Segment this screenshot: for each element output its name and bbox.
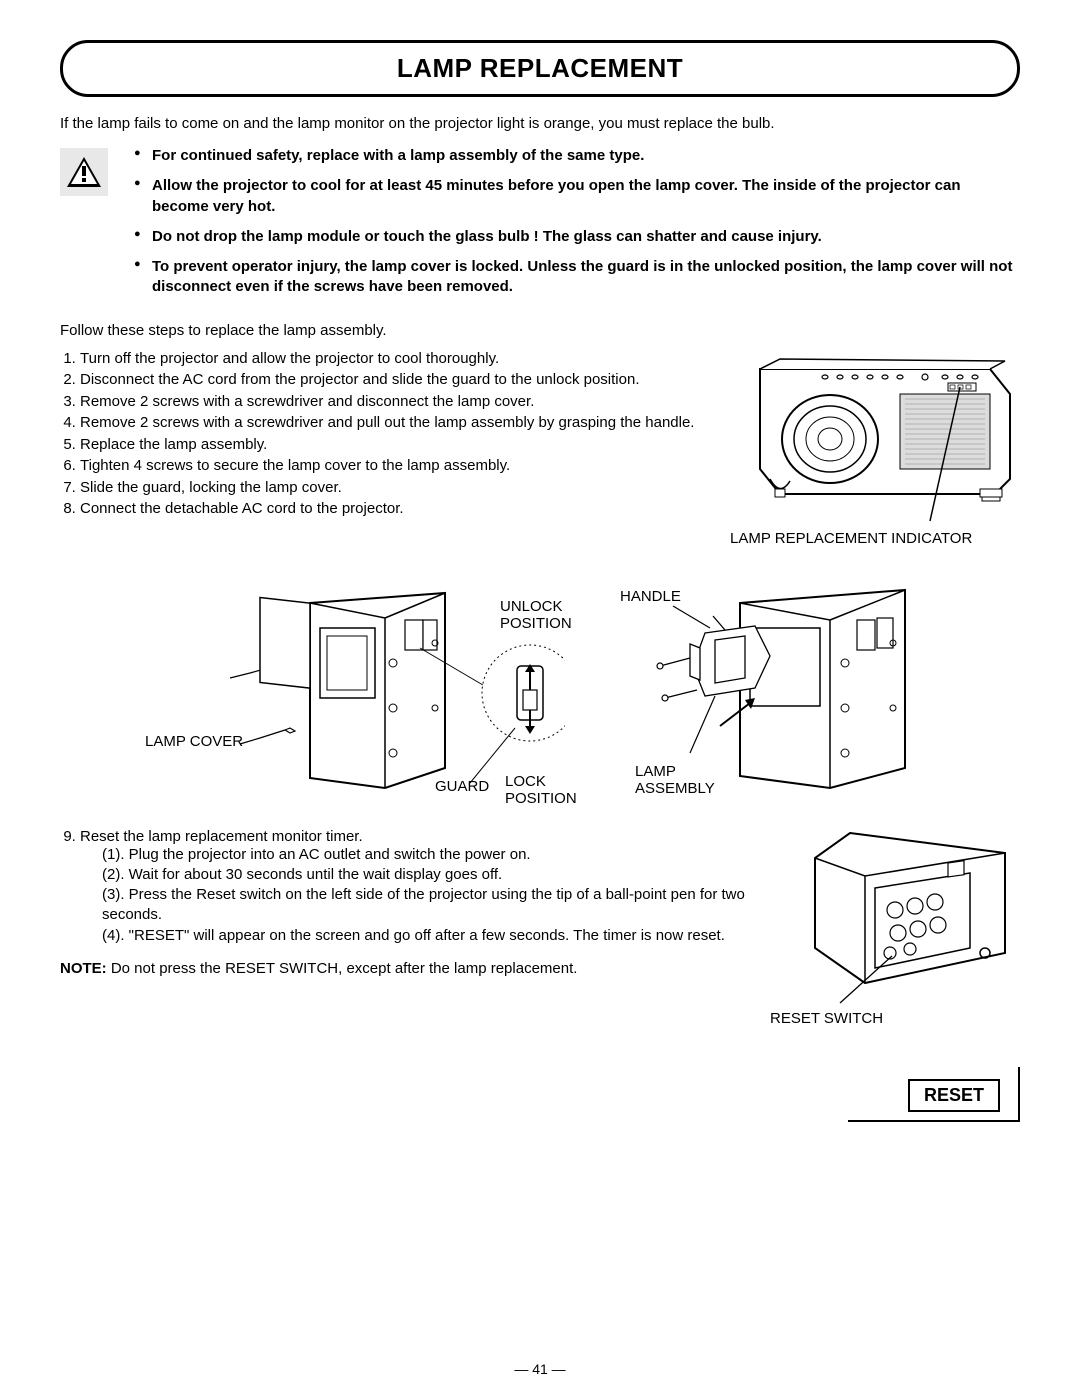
step-item: Turn off the projector and allow the pro… (80, 349, 710, 369)
warning-list: For continued safety, replace with a lam… (134, 146, 1020, 308)
label-lock: LOCK POSITION (505, 773, 595, 807)
step-item: Remove 2 screws with a screwdriver and p… (80, 413, 710, 433)
reset-button-label: RESET (908, 1079, 1000, 1112)
step-item: Disconnect the AC cord from the projecto… (80, 370, 710, 390)
step9-text: Reset the lamp replacement monitor timer… (60, 828, 770, 977)
step-item: Replace the lamp assembly. (80, 435, 710, 455)
warning-item: Do not drop the lamp module or touch the… (134, 227, 1020, 247)
note-label: NOTE: (60, 960, 107, 977)
note: NOTE: Do not press the RESET SWITCH, exc… (60, 960, 770, 977)
warning-item: Allow the projector to cool for at least… (134, 176, 1020, 217)
warning-section: For continued safety, replace with a lam… (60, 146, 1020, 308)
follow-steps-text: Follow these steps to replace the lamp a… (60, 322, 1020, 339)
step9-row: Reset the lamp replacement monitor timer… (60, 818, 1020, 1027)
step-item: Connect the detachable AC cord to the pr… (80, 499, 710, 519)
warning-item: For continued safety, replace with a lam… (134, 146, 1020, 166)
diagram-row: LAMP COVER GUARD UNLOCK POSITION LOCK PO… (60, 578, 1020, 808)
intro-text: If the lamp fails to come on and the lam… (60, 115, 1020, 132)
figure-caption: LAMP REPLACEMENT INDICATOR (730, 530, 1020, 548)
steps-list: Turn off the projector and allow the pro… (60, 349, 730, 521)
step9-substeps: (1). Plug the projector into an AC outle… (60, 845, 770, 946)
page-number: — 41 — (0, 1361, 1080, 1377)
label-lamp-cover: LAMP COVER (145, 733, 243, 750)
warning-item: To prevent operator injury, the lamp cov… (134, 257, 1020, 298)
title-box: LAMP REPLACEMENT (60, 40, 1020, 97)
step9-sub: (1). Plug the projector into an AC outle… (102, 845, 770, 865)
label-unlock: UNLOCK POSITION (500, 598, 580, 632)
steps-row: Turn off the projector and allow the pro… (60, 349, 1020, 548)
label-lamp-assembly: LAMP ASSEMBLY (635, 763, 735, 797)
page-title: LAMP REPLACEMENT (63, 53, 1017, 84)
step9-sub: (4). "RESET" will appear on the screen a… (102, 926, 770, 946)
step-item: Remove 2 screws with a screwdriver and d… (80, 392, 710, 412)
step9-title: Reset the lamp replacement monitor timer… (80, 828, 770, 845)
label-guard: GUARD (435, 778, 489, 795)
step9-sub: (2). Wait for about 30 seconds until the… (102, 865, 770, 885)
label-reset-switch: RESET SWITCH (770, 1010, 1020, 1027)
diagram-lamp-cover: LAMP COVER GUARD UNLOCK POSITION LOCK PO… (145, 578, 565, 808)
step-item: Tighten 4 screws to secure the lamp cove… (80, 456, 710, 476)
reset-screen-figure: RESET (60, 1067, 1020, 1122)
step-item: Slide the guard, locking the lamp cover. (80, 478, 710, 498)
projector-figure: LAMP REPLACEMENT INDICATOR (730, 349, 1020, 548)
step9-sub: (3). Press the Reset switch on the left … (102, 885, 770, 926)
note-text: Do not press the RESET SWITCH, except af… (107, 960, 578, 977)
diagram-lamp-assembly: HANDLE LAMP ASSEMBLY (605, 578, 935, 808)
reset-switch-figure: RESET SWITCH (770, 818, 1020, 1027)
label-handle: HANDLE (620, 588, 681, 605)
warning-icon (60, 148, 108, 196)
